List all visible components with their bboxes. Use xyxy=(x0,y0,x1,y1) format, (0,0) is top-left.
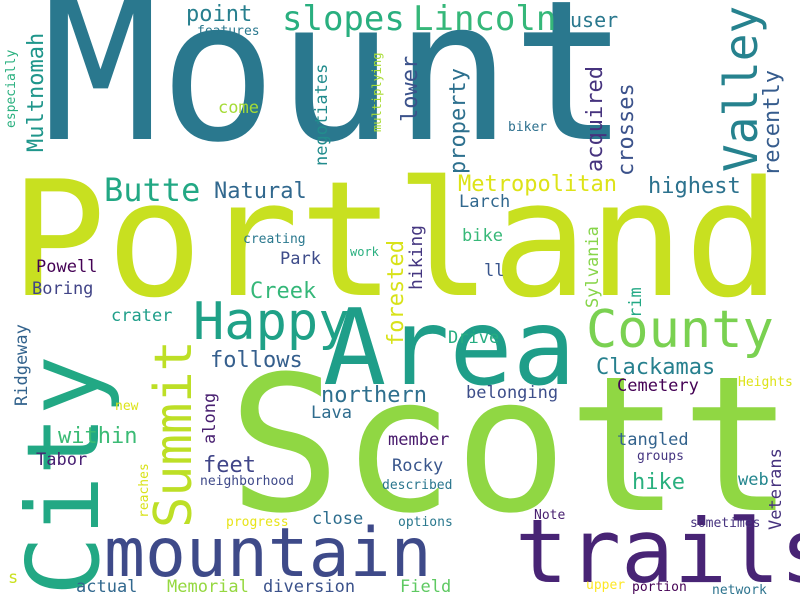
word-hike: hike xyxy=(632,470,685,495)
word-forested: forested xyxy=(384,240,409,346)
word-ridgeway: Ridgeway xyxy=(12,324,32,406)
word-tangled: tangled xyxy=(617,430,689,450)
word-powell: Powell xyxy=(36,257,98,277)
word-area: Area xyxy=(323,287,576,409)
word-follows: follows xyxy=(210,348,303,373)
word-acquired: acquired xyxy=(583,66,608,172)
word-lava: Lava xyxy=(311,403,352,423)
word-happy: Happy xyxy=(193,292,350,352)
word-point: point xyxy=(186,2,253,27)
word-mount: Mount xyxy=(42,0,629,185)
word-memorial: Memorial xyxy=(167,577,249,597)
word-trails: trails xyxy=(515,500,800,600)
word-mountain: mountain xyxy=(104,514,432,593)
word-crosses: crosses xyxy=(614,83,639,176)
word-butte: Butte xyxy=(104,171,201,209)
word-close: close xyxy=(312,509,364,529)
word-portland: Portland xyxy=(10,146,781,333)
word-upper: upper xyxy=(586,578,626,593)
word-scott: Scott xyxy=(228,336,794,555)
word-natural: Natural xyxy=(214,179,307,204)
word-lincoln: Lincoln xyxy=(413,0,557,39)
word-multiplying: multiplying xyxy=(370,52,384,132)
word-portion: portion xyxy=(632,580,687,595)
word-ll: ll xyxy=(484,261,505,281)
word-rim: rim xyxy=(626,287,646,318)
word-highest: highest xyxy=(648,174,741,199)
word-belonging: belonging xyxy=(466,383,559,403)
word-clackamas: Clackamas xyxy=(596,355,716,380)
word-sylvania: Sylvania xyxy=(583,226,603,308)
word-within: within xyxy=(58,424,138,449)
word-cemetery: Cemetery xyxy=(617,376,699,396)
word-note: Note xyxy=(534,508,566,523)
word-hiking: hiking xyxy=(406,224,427,290)
word-progress: progress xyxy=(226,515,289,530)
word-boring: Boring xyxy=(32,279,94,299)
word-work: work xyxy=(350,245,379,259)
word-neighborhood: neighborhood xyxy=(200,474,294,489)
word-negotiates: negotiates xyxy=(312,63,332,166)
word-heights: Heights xyxy=(738,375,793,390)
word-summit: Summit xyxy=(144,340,204,528)
word-park: Park xyxy=(280,249,321,269)
word-member: member xyxy=(388,430,450,450)
word-feet: feet xyxy=(203,453,256,478)
word-creating: creating xyxy=(243,232,306,247)
word-actual: actual xyxy=(76,577,138,597)
word-recently: recently xyxy=(760,70,785,176)
word-new: new xyxy=(115,399,139,414)
word-features: features xyxy=(197,24,260,39)
word-northern: northern xyxy=(321,383,427,408)
word-options: options xyxy=(398,515,453,530)
word-user: user xyxy=(570,8,619,32)
word-property: property xyxy=(446,68,471,174)
word-described: described xyxy=(382,478,453,493)
word-especially: especially xyxy=(4,49,19,128)
word-bike: bike xyxy=(462,226,503,246)
word-biker: biker xyxy=(508,120,548,135)
word-slopes: slopes xyxy=(282,0,405,39)
word-veterans: Veterans xyxy=(766,448,786,530)
word-county: County xyxy=(586,300,774,360)
word-sometimes: sometimes xyxy=(690,516,761,531)
word-network: network xyxy=(712,583,767,598)
word-valley: Valley xyxy=(714,5,768,172)
word-creek: Creek xyxy=(250,279,317,304)
word-multnomah: Multnomah xyxy=(24,32,49,152)
word-come: come xyxy=(218,98,259,118)
word-crater: crater xyxy=(111,306,173,326)
word-along: along xyxy=(200,392,220,444)
word-groups: groups xyxy=(637,449,684,464)
word-larch: Larch xyxy=(459,192,511,212)
word-tabor: Tabor xyxy=(36,450,88,470)
word-lower: lower xyxy=(398,55,423,122)
word-diversion: diversion xyxy=(263,577,356,597)
word-field: Field xyxy=(400,577,452,597)
word-rocky: Rocky xyxy=(392,456,444,476)
word-s: s xyxy=(8,568,19,588)
word-drive: Drive xyxy=(448,328,500,348)
word-reaches: reaches xyxy=(137,463,152,518)
word-web: web xyxy=(738,470,769,490)
word-metropolitan: Metropolitan xyxy=(458,172,617,197)
